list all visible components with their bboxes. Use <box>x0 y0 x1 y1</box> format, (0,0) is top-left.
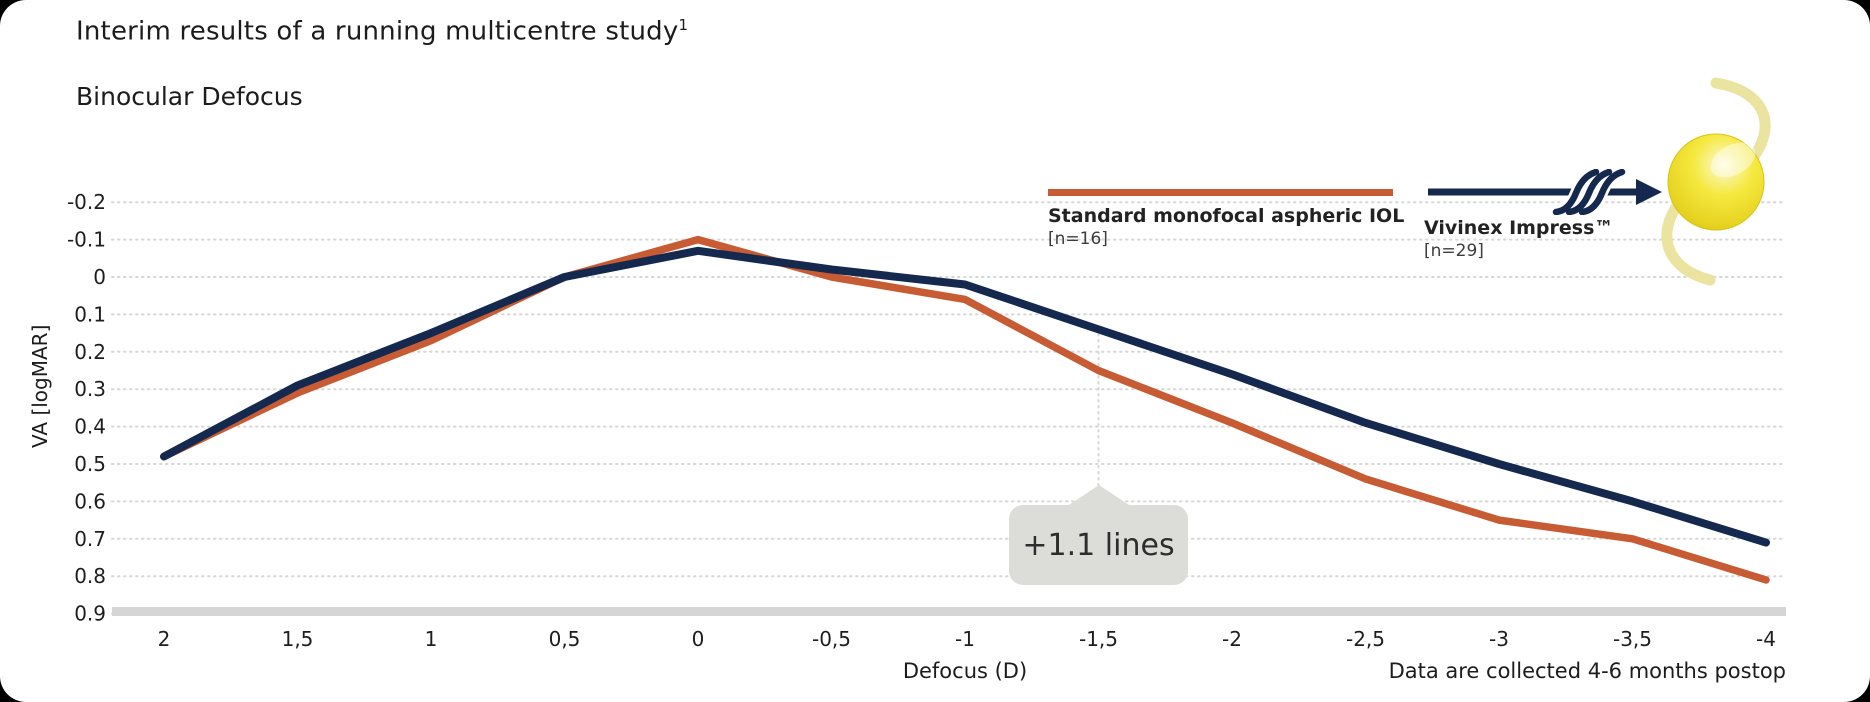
lens-haptic-bottom <box>1661 196 1716 286</box>
x-tick-label: -2,5 <box>1346 627 1385 651</box>
title-footnote-marker: 1 <box>678 16 689 34</box>
y-tick-label: 0.1 <box>74 302 106 326</box>
legend-item-vivinex: Vivinex Impress™ [n=29] <box>1424 169 1664 261</box>
y-tick-label: 0.5 <box>74 452 106 476</box>
y-tick-label: 0.4 <box>74 415 106 439</box>
x-axis-baseline <box>112 607 1786 616</box>
x-tick-label: 1 <box>425 627 438 651</box>
y-tick-label: 0.7 <box>74 527 106 551</box>
legend-item-monofocal: Standard monofocal aspheric IOL [n=16] <box>1048 186 1404 249</box>
y-tick-label: -0.2 <box>67 190 106 214</box>
page-title: Interim results of a running multicentre… <box>76 16 688 47</box>
iol-lens-image <box>1661 77 1771 286</box>
legend-n-vivinex: [n=29] <box>1424 241 1484 261</box>
footer-note: Data are collected 4-6 months postop <box>1388 659 1786 683</box>
x-tick-label: -0,5 <box>812 627 851 651</box>
x-tick-label: -3,5 <box>1613 627 1652 651</box>
y-axis-title: VA [logMAR] <box>28 324 52 448</box>
annotation-callout: +1.1 lines <box>1009 485 1188 585</box>
legend-label-monofocal: Standard monofocal aspheric IOL <box>1048 205 1405 227</box>
x-tick-label: -1,5 <box>1079 627 1118 651</box>
callout-arrow-icon <box>1065 485 1132 507</box>
lens-haptic-top <box>1710 77 1771 166</box>
y-tick-label: 0.2 <box>74 340 106 364</box>
x-axis-title: Defocus (D) <box>902 659 1028 683</box>
legend-label-vivinex: Vivinex Impress™ <box>1424 217 1614 239</box>
y-tick-label: 0 <box>93 265 106 289</box>
x-tick-label: 0,5 <box>549 627 581 651</box>
monofocal-line-swatch <box>1048 189 1393 196</box>
x-tick-label: -1 <box>955 627 975 651</box>
x-tick-label: -2 <box>1222 627 1242 651</box>
y-tick-label: 0.3 <box>74 377 106 401</box>
x-tick-label: 1,5 <box>282 627 314 651</box>
lens-optic <box>1667 133 1765 231</box>
chart-title: Binocular Defocus <box>76 82 303 111</box>
y-tick-label: 0.8 <box>74 564 106 588</box>
legend-n-monofocal: [n=16] <box>1048 229 1108 249</box>
y-tick-label: 0.9 <box>74 602 106 626</box>
x-tick-label: 2 <box>158 627 171 651</box>
series-line-vivinex <box>160 246 1770 547</box>
series-line-monofocal <box>160 235 1770 584</box>
x-tick-label: -4 <box>1756 627 1776 651</box>
x-tick-label: 0 <box>692 627 705 651</box>
lens-highlight <box>1710 142 1756 178</box>
y-tick-label: -0.1 <box>67 228 106 252</box>
x-tick-label: -3 <box>1489 627 1509 651</box>
y-tick-label: 0.6 <box>74 489 106 513</box>
annotation-text: +1.1 lines <box>1022 527 1175 563</box>
page-title-text: Interim results of a running multicentre… <box>76 16 679 47</box>
wave-arrow-icon <box>1428 169 1662 215</box>
